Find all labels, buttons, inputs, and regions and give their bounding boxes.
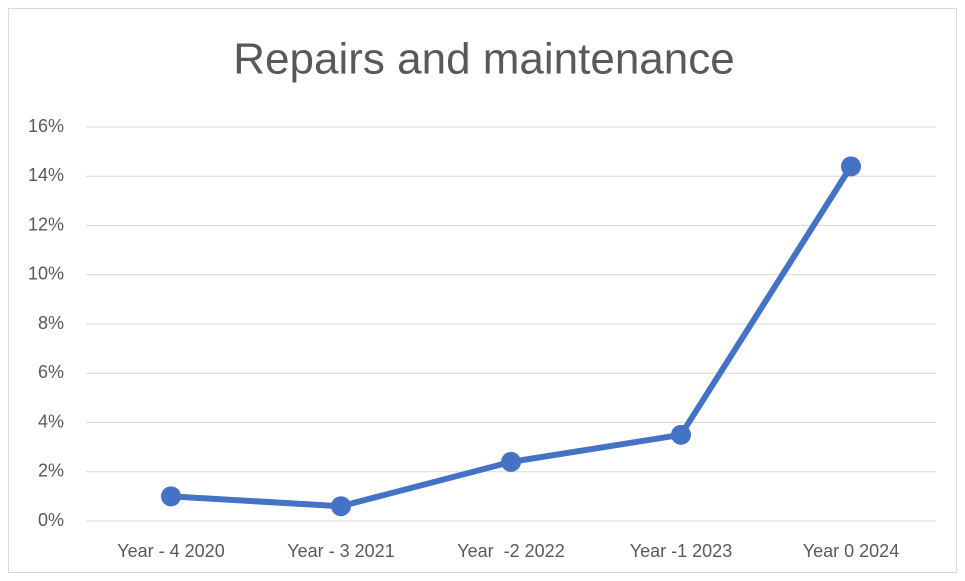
y-tick-label: 14% bbox=[28, 165, 64, 185]
data-point bbox=[671, 424, 691, 445]
data-point bbox=[501, 451, 521, 472]
x-tick-label: Year 0 2024 bbox=[803, 541, 899, 561]
x-tick-label: Year - 4 2020 bbox=[117, 541, 224, 561]
y-tick-label: 4% bbox=[38, 411, 64, 431]
chart-frame bbox=[8, 8, 957, 573]
y-tick-label: 12% bbox=[28, 214, 64, 234]
x-tick-label: Year - 3 2021 bbox=[287, 541, 394, 561]
x-tick-label: Year -2 2022 bbox=[457, 541, 564, 561]
y-tick-label: 2% bbox=[38, 461, 64, 481]
y-tick-label: 16% bbox=[28, 116, 64, 136]
y-tick-label: 6% bbox=[38, 362, 64, 382]
data-point bbox=[161, 486, 181, 507]
data-point bbox=[331, 496, 351, 517]
y-tick-label: 8% bbox=[38, 313, 64, 333]
y-tick-label: 0% bbox=[38, 510, 64, 530]
chart-title: Repairs and maintenance bbox=[233, 35, 734, 84]
data-point bbox=[841, 156, 861, 177]
y-tick-label: 10% bbox=[28, 264, 64, 284]
x-tick-label: Year -1 2023 bbox=[630, 541, 732, 561]
